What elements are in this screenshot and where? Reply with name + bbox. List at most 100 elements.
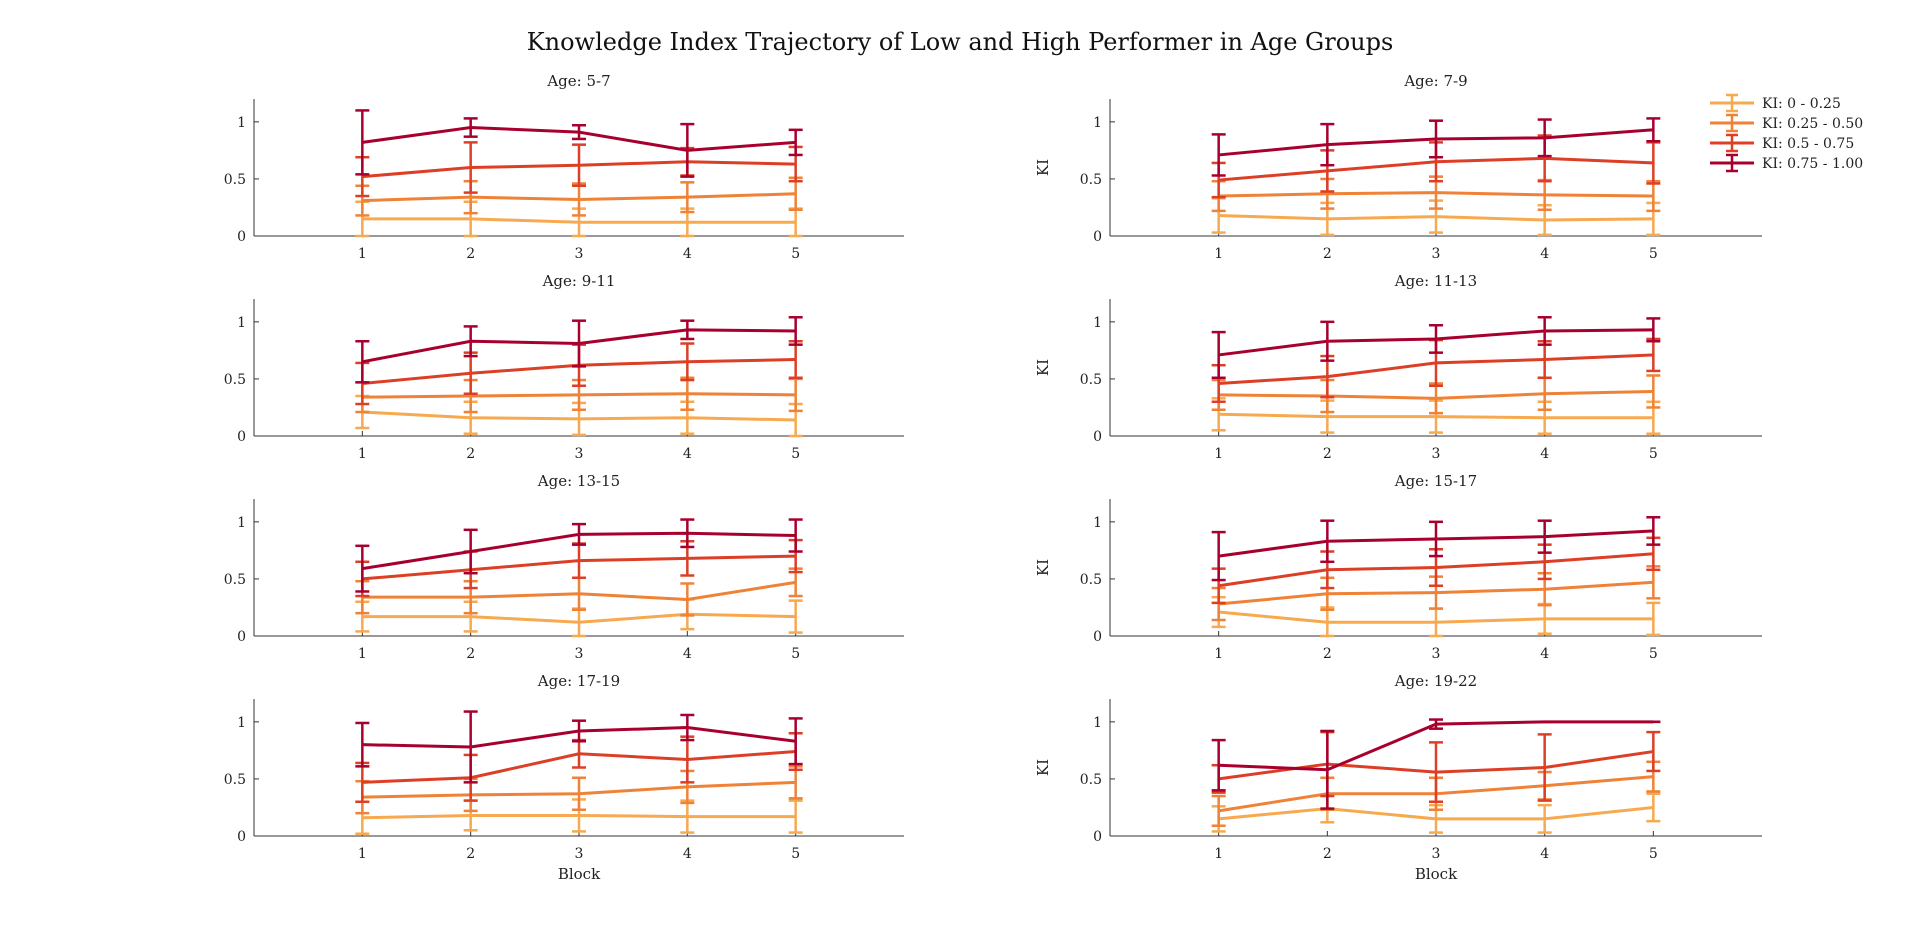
series-line: [362, 612, 796, 624]
y-axis-label: KI: [1034, 159, 1052, 176]
x-axis-label: Block: [1415, 865, 1458, 883]
y-tick-label: 0.5: [224, 372, 246, 388]
x-tick-label: 1: [1214, 446, 1223, 462]
x-tick-label: 3: [1432, 246, 1441, 262]
series-line: [362, 192, 796, 203]
series-line: [362, 160, 796, 179]
series-line: [1218, 213, 1654, 222]
x-tick-label: 5: [791, 446, 800, 462]
y-tick-label: 0: [1093, 629, 1102, 645]
series-line: [362, 554, 796, 581]
x-tick-label: 3: [1432, 446, 1441, 462]
series-group: [1211, 117, 1661, 177]
x-tick-label: 1: [1214, 246, 1223, 262]
series-group: [355, 518, 803, 593]
x-tick-label: 5: [791, 846, 800, 862]
subplot-title: Age: 15-17: [1394, 472, 1477, 490]
series-line: [1218, 805, 1654, 821]
figure-title: Knowledge Index Trajectory of Low and Hi…: [526, 28, 1394, 56]
series-group: [355, 316, 803, 384]
x-tick-label: 2: [1323, 246, 1332, 262]
subplot-title: Age: 11-13: [1394, 272, 1477, 290]
series-line: [362, 392, 796, 399]
subplot-title: Age: 13-15: [537, 472, 620, 490]
series-group: [355, 141, 803, 198]
series-group: [355, 765, 803, 815]
x-tick-label: 4: [683, 846, 692, 862]
x-tick-label: 4: [683, 646, 692, 662]
series-line: [1218, 720, 1654, 772]
y-tick-label: 0.5: [224, 572, 246, 588]
x-tick-label: 3: [575, 846, 584, 862]
y-axis-label: KI: [1034, 359, 1052, 376]
y-tick-label: 1: [237, 315, 246, 331]
x-tick-label: 4: [1540, 846, 1549, 862]
series-group: [1211, 536, 1661, 605]
series-line: [1218, 353, 1654, 385]
x-tick-label: 2: [1323, 646, 1332, 662]
y-tick-label: 0: [237, 429, 246, 445]
series-line: [1218, 610, 1654, 624]
x-tick-label: 4: [1540, 646, 1549, 662]
y-tick-label: 1: [1093, 115, 1102, 131]
x-tick-label: 3: [575, 446, 584, 462]
y-tick-label: 1: [1093, 515, 1102, 531]
series-line: [362, 410, 796, 422]
y-tick-label: 0: [237, 229, 246, 245]
series-line: [1218, 552, 1654, 588]
x-tick-label: 1: [1214, 646, 1223, 662]
x-tick-label: 2: [1323, 446, 1332, 462]
series-group: [355, 176, 803, 217]
y-tick-label: 0.5: [224, 772, 246, 788]
series-line: [362, 750, 796, 784]
subplot: 0 0.5 1 1 2 3 4 5 Age: 19-22 KI Block: [1034, 672, 1762, 883]
subplot: 0 0.5 1 1 2 3 4 5 Age: 11-13 KI: [1034, 272, 1762, 462]
x-tick-label: 5: [791, 646, 800, 662]
x-tick-label: 2: [466, 846, 475, 862]
x-tick-label: 4: [683, 446, 692, 462]
subplot: 0 0.5 1 1 2 3 4 5 Age: 13-15: [224, 472, 904, 662]
y-tick-label: 0: [1093, 829, 1102, 845]
x-tick-label: 5: [1649, 446, 1658, 462]
y-axis-label: KI: [1034, 759, 1052, 776]
x-tick-label: 1: [358, 246, 367, 262]
x-tick-label: 3: [1432, 646, 1441, 662]
series-group: [1211, 718, 1661, 810]
x-tick-label: 1: [358, 446, 367, 462]
y-tick-label: 1: [237, 715, 246, 731]
subplot: 0 0.5 1 1 2 3 4 5 Age: 15-17 KI: [1034, 472, 1762, 662]
x-tick-label: 5: [1649, 646, 1658, 662]
subplot-title: Age: 7-9: [1403, 72, 1467, 90]
series-line: [1218, 412, 1654, 420]
series-line: [362, 217, 796, 224]
series-line: [362, 126, 796, 152]
series-line: [1218, 529, 1654, 558]
legend: KI: 0 - 0.25 KI: 0.25 - 0.50 KI: 0.5 - 0.7…: [1710, 93, 1863, 173]
x-tick-label: 4: [1540, 246, 1549, 262]
x-tick-label: 5: [1649, 246, 1658, 262]
y-tick-label: 0.5: [1080, 572, 1102, 588]
series-group: [355, 109, 803, 178]
subplot-title: Age: 5-7: [546, 72, 610, 90]
legend-label: KI: 0 - 0.25: [1762, 96, 1841, 112]
x-tick-label: 4: [1540, 446, 1549, 462]
legend-item: KI: 0.5 - 0.75: [1710, 133, 1854, 153]
series-line: [362, 328, 796, 364]
series-group: [1211, 134, 1661, 199]
y-tick-label: 0.5: [1080, 772, 1102, 788]
x-tick-label: 5: [791, 246, 800, 262]
series-line: [1218, 128, 1654, 157]
x-tick-label: 1: [358, 646, 367, 662]
series-line: [362, 580, 796, 601]
y-tick-label: 1: [1093, 715, 1102, 731]
y-axis-label: KI: [1034, 559, 1052, 576]
y-tick-label: 0: [1093, 429, 1102, 445]
series-group: [1211, 516, 1661, 582]
series-line: [1218, 580, 1654, 606]
y-tick-label: 0.5: [1080, 172, 1102, 188]
legend-label: KI: 0.75 - 1.00: [1762, 156, 1863, 172]
y-tick-label: 1: [237, 115, 246, 131]
legend-item: KI: 0.75 - 1.00: [1710, 153, 1863, 173]
